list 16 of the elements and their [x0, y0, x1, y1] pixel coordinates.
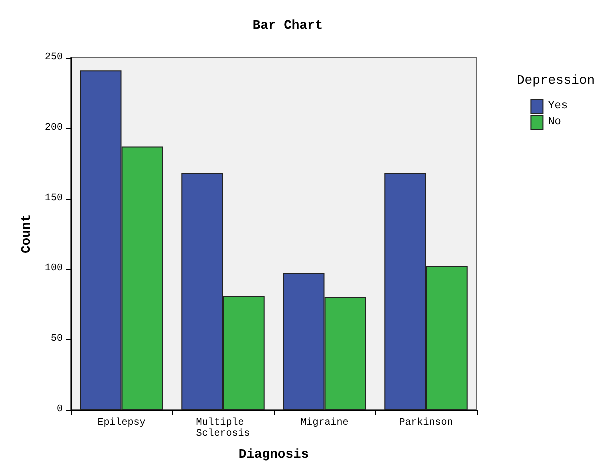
y-axis-title: Count — [19, 214, 34, 254]
legend-label: No — [548, 116, 562, 128]
legend-title: Depression — [516, 73, 596, 88]
chart-title: Bar Chart — [252, 18, 324, 33]
y-tick-label: 100 — [44, 264, 63, 275]
x-tick-label: Epilepsy — [98, 417, 146, 429]
y-tick-label: 150 — [44, 193, 63, 204]
y-tick-label: 200 — [44, 122, 63, 134]
y-tick-label: 0 — [56, 404, 63, 416]
x-tick-label: Multiple Sclerosis — [196, 417, 250, 440]
x-tick-label: Migraine — [300, 417, 349, 429]
y-tick-label: 250 — [44, 52, 63, 64]
x-axis-title: Diagnosis — [238, 447, 310, 462]
legend-label: Yes — [548, 100, 568, 112]
y-tick-label: 50 — [50, 334, 63, 346]
x-tick-label: Parkinson — [399, 417, 454, 429]
